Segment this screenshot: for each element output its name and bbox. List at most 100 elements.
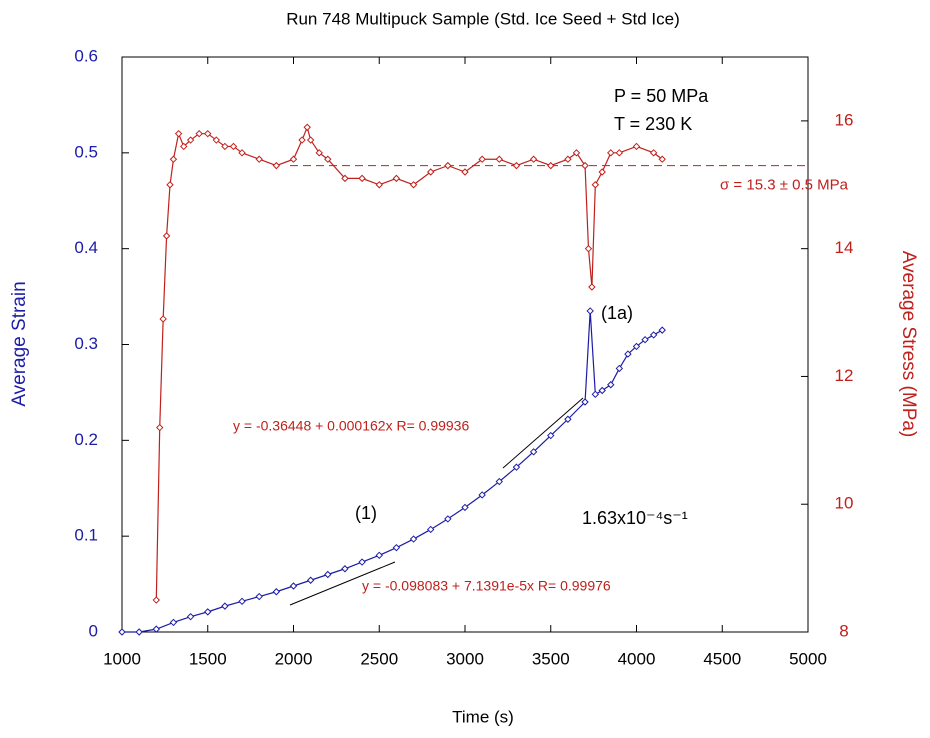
marker bbox=[255, 592, 263, 601]
marker bbox=[615, 364, 624, 373]
marker bbox=[588, 283, 596, 291]
marker bbox=[581, 398, 589, 406]
marker bbox=[529, 448, 538, 456]
marker bbox=[221, 142, 229, 151]
marker bbox=[409, 181, 418, 189]
series-line bbox=[155, 125, 663, 601]
x-tick-label: 5000 bbox=[789, 649, 827, 668]
marker bbox=[341, 565, 349, 573]
marker bbox=[607, 149, 615, 157]
y-tick-label: 0 bbox=[89, 621, 98, 640]
marker bbox=[607, 381, 615, 389]
marker bbox=[306, 576, 315, 584]
marker bbox=[624, 350, 632, 358]
marker bbox=[169, 155, 178, 163]
marker bbox=[632, 142, 641, 151]
marker bbox=[303, 123, 311, 131]
x-tick-label: 3500 bbox=[532, 649, 570, 668]
fit-equation: y = -0.098083 + 7.1391e-5x R= 0.99976 bbox=[362, 578, 611, 594]
y-tick-label: 0.4 bbox=[74, 238, 98, 257]
marker bbox=[186, 136, 195, 144]
marker bbox=[238, 149, 246, 157]
marker bbox=[658, 155, 666, 163]
marker bbox=[375, 551, 383, 560]
marker bbox=[324, 155, 332, 163]
marker bbox=[564, 415, 572, 423]
y2-tick-label: 16 bbox=[835, 110, 854, 129]
x-tick-label: 3000 bbox=[446, 649, 484, 668]
marker bbox=[186, 612, 195, 621]
marker bbox=[564, 155, 572, 163]
marker bbox=[649, 331, 658, 339]
marker bbox=[461, 503, 469, 512]
annotation: T = 230 K bbox=[614, 114, 692, 134]
y-tick-label: 0.3 bbox=[74, 334, 98, 353]
y-tick-label: 0.2 bbox=[74, 430, 98, 449]
marker bbox=[649, 149, 658, 157]
marker bbox=[547, 431, 555, 440]
marker bbox=[221, 602, 229, 610]
marker bbox=[152, 596, 161, 604]
marker bbox=[204, 608, 212, 616]
marker bbox=[306, 136, 315, 144]
annotation: (1) bbox=[355, 503, 377, 523]
marker bbox=[289, 582, 298, 590]
marker bbox=[632, 342, 641, 351]
y2-tick-label: 12 bbox=[835, 366, 854, 385]
marker bbox=[641, 336, 649, 344]
marker bbox=[392, 174, 401, 183]
x-tick-label: 2500 bbox=[360, 649, 398, 668]
x-tick-label: 1000 bbox=[103, 649, 141, 668]
marker bbox=[212, 136, 221, 144]
marker bbox=[174, 129, 183, 138]
marker bbox=[495, 155, 504, 163]
x-axis-label: Time (s) bbox=[452, 707, 514, 726]
marker bbox=[272, 161, 281, 170]
marker bbox=[358, 174, 366, 183]
marker bbox=[444, 161, 452, 170]
marker bbox=[375, 181, 383, 189]
marker bbox=[152, 625, 161, 633]
marker bbox=[615, 149, 624, 157]
marker bbox=[118, 628, 126, 636]
marker bbox=[426, 168, 435, 176]
marker bbox=[444, 515, 452, 523]
marker bbox=[478, 491, 486, 499]
marker bbox=[204, 129, 212, 138]
fit-line bbox=[289, 561, 396, 606]
marker bbox=[392, 543, 401, 552]
marker bbox=[238, 597, 246, 606]
fit-equation: y = -0.36448 + 0.000162x R= 0.99936 bbox=[233, 418, 469, 434]
y-tick-label: 0.5 bbox=[74, 142, 98, 161]
marker bbox=[156, 423, 164, 432]
marker bbox=[195, 129, 203, 138]
marker bbox=[162, 232, 171, 240]
marker bbox=[180, 142, 188, 151]
marker bbox=[324, 570, 332, 579]
y2-tick-label: 10 bbox=[835, 494, 854, 513]
marker bbox=[512, 161, 521, 170]
marker bbox=[272, 588, 281, 596]
marker bbox=[586, 307, 594, 315]
marker bbox=[658, 326, 666, 334]
marker bbox=[166, 181, 174, 189]
annotation: P = 50 MPa bbox=[614, 86, 709, 106]
chart-title: Run 748 Multipuck Sample (Std. Ice Seed … bbox=[286, 9, 680, 28]
x-tick-label: 2000 bbox=[275, 649, 313, 668]
marker bbox=[591, 181, 600, 189]
marker bbox=[591, 390, 600, 399]
marker bbox=[341, 174, 349, 183]
marker bbox=[289, 155, 298, 163]
marker bbox=[547, 161, 555, 170]
marker bbox=[598, 168, 606, 176]
marker bbox=[572, 149, 581, 157]
x-tick-label: 1500 bbox=[189, 649, 227, 668]
marker bbox=[426, 525, 435, 534]
x-tick-label: 4000 bbox=[618, 649, 656, 668]
marker bbox=[315, 149, 323, 157]
marker bbox=[159, 315, 167, 323]
marker bbox=[584, 244, 593, 253]
y2-tick-label: 8 bbox=[839, 621, 848, 640]
fit-line bbox=[502, 397, 584, 469]
